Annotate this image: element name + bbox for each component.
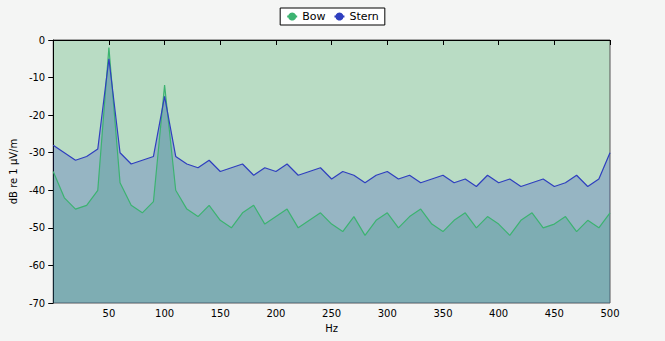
svg-text:Stern: Stern <box>349 10 378 23</box>
svg-text:-40: -40 <box>29 185 45 196</box>
svg-text:350: 350 <box>433 308 452 319</box>
svg-text:250: 250 <box>322 308 341 319</box>
svg-text:dB re 1 µV/m: dB re 1 µV/m <box>8 139 19 204</box>
svg-text:100: 100 <box>155 308 174 319</box>
svg-text:-30: -30 <box>29 147 45 158</box>
svg-text:450: 450 <box>545 308 564 319</box>
svg-text:150: 150 <box>211 308 230 319</box>
svg-text:Bow: Bow <box>302 10 325 23</box>
svg-text:50: 50 <box>103 308 116 319</box>
svg-text:-50: -50 <box>29 222 45 233</box>
svg-text:400: 400 <box>489 308 508 319</box>
svg-text:0: 0 <box>39 35 45 46</box>
svg-text:Hz: Hz <box>325 323 338 334</box>
svg-text:500: 500 <box>600 308 619 319</box>
svg-text:-60: -60 <box>29 260 45 271</box>
svg-text:-20: -20 <box>29 110 45 121</box>
svg-text:300: 300 <box>378 308 397 319</box>
svg-text:-70: -70 <box>29 298 45 309</box>
svg-text:-10: -10 <box>29 72 45 83</box>
svg-text:200: 200 <box>266 308 285 319</box>
